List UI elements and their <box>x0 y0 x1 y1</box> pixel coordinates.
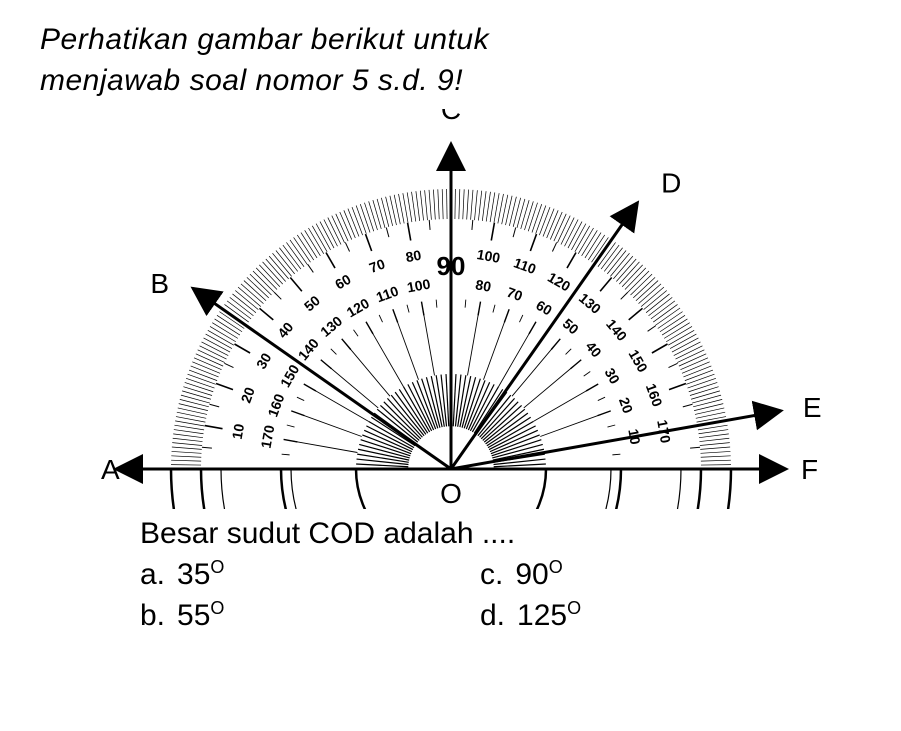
svg-text:D: D <box>661 167 681 198</box>
question-text: Besar sudut COD adalah .... <box>140 517 861 551</box>
svg-text:60: 60 <box>533 297 555 319</box>
svg-text:60: 60 <box>332 271 354 293</box>
svg-text:150: 150 <box>276 362 302 390</box>
svg-text:50: 50 <box>300 292 322 314</box>
svg-text:150: 150 <box>625 347 651 375</box>
intro-line-1: Perhatikan gambar berikut untuk <box>40 20 861 61</box>
svg-text:O: O <box>440 478 462 509</box>
question-intro: Perhatikan gambar berikut untuk menjawab… <box>40 20 861 101</box>
protractor-svg: 1020304050607080100110120130140150160170… <box>41 109 861 509</box>
answer-options: a. 35O c. 90O b. 55O d. 125O <box>140 557 861 633</box>
svg-text:E: E <box>802 392 821 423</box>
svg-text:130: 130 <box>575 290 603 317</box>
option-d: d. 125O <box>480 598 820 633</box>
svg-text:140: 140 <box>603 316 630 344</box>
svg-text:170: 170 <box>257 424 277 450</box>
svg-text:80: 80 <box>474 276 492 294</box>
option-c-value: 90O <box>515 557 562 592</box>
svg-text:110: 110 <box>511 254 538 277</box>
svg-text:20: 20 <box>615 395 635 415</box>
svg-text:130: 130 <box>317 313 345 340</box>
svg-text:10: 10 <box>228 422 246 440</box>
svg-text:A: A <box>101 454 120 485</box>
svg-text:120: 120 <box>343 295 371 321</box>
svg-text:100: 100 <box>405 276 431 296</box>
option-a-value: 35O <box>177 557 224 592</box>
svg-text:160: 160 <box>642 381 665 409</box>
svg-text:B: B <box>150 268 169 299</box>
svg-text:50: 50 <box>559 315 581 337</box>
svg-text:40: 40 <box>582 338 604 360</box>
svg-text:110: 110 <box>373 282 400 305</box>
svg-text:20: 20 <box>237 385 257 405</box>
svg-text:70: 70 <box>366 255 386 275</box>
option-d-letter: d. <box>480 599 505 633</box>
svg-text:160: 160 <box>264 391 287 419</box>
option-b: b. 55O <box>140 598 480 633</box>
option-b-letter: b. <box>140 599 165 633</box>
svg-text:30: 30 <box>601 365 623 387</box>
svg-text:120: 120 <box>545 269 573 295</box>
option-c: c. 90O <box>480 557 820 592</box>
option-a: a. 35O <box>140 557 480 592</box>
option-d-value: 125O <box>517 598 581 633</box>
intro-line-2: menjawab soal nomor 5 s.d. 9! <box>40 61 861 102</box>
option-c-letter: c. <box>480 558 503 592</box>
svg-text:80: 80 <box>404 247 422 265</box>
svg-text:40: 40 <box>274 319 296 341</box>
protractor-figure: 1020304050607080100110120130140150160170… <box>41 109 861 509</box>
option-a-letter: a. <box>140 558 165 592</box>
svg-text:100: 100 <box>475 246 501 266</box>
svg-text:30: 30 <box>252 350 274 372</box>
svg-text:F: F <box>801 454 818 485</box>
svg-text:C: C <box>440 109 460 125</box>
svg-text:140: 140 <box>294 335 321 363</box>
option-b-value: 55O <box>177 598 224 633</box>
svg-text:70: 70 <box>504 284 524 304</box>
